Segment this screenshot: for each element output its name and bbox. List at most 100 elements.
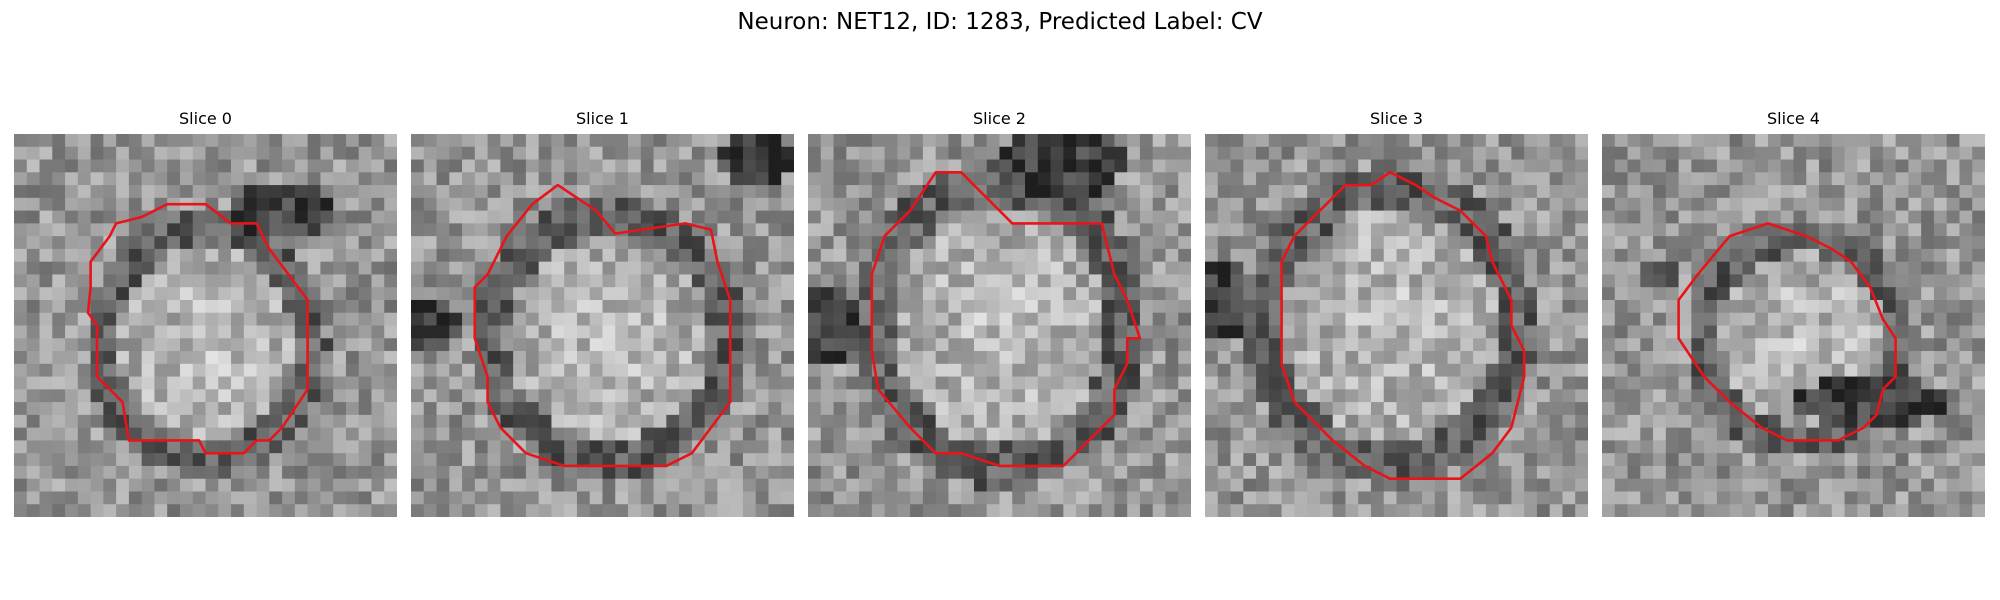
slice-2-pixel	[833, 185, 847, 199]
slice-1-pixel	[513, 312, 527, 326]
slice-0-pixel	[243, 491, 257, 505]
slice-4-pixel	[1704, 223, 1718, 237]
slice-2-pixel	[1152, 248, 1166, 263]
slice-1-pixel	[755, 363, 769, 377]
slice-4-pixel	[1972, 376, 1985, 390]
slice-3-pixel	[1473, 363, 1487, 377]
slice-0-pixel	[77, 325, 91, 339]
slice-3-pixel	[1307, 287, 1321, 301]
slice-1-pixel	[666, 210, 680, 224]
slice-4-pixel	[1793, 197, 1807, 211]
slice-2-pixel	[986, 287, 1000, 301]
slice-1-pixel	[628, 414, 642, 429]
slice-3-pixel	[1205, 287, 1219, 301]
slice-3-pixel	[1422, 453, 1436, 467]
slice-0-pixel	[231, 414, 245, 429]
slice-3-pixel	[1370, 478, 1385, 492]
slice-4-pixel	[1959, 287, 1973, 301]
slice-2-pixel	[999, 146, 1013, 160]
slice-4-pixel	[1665, 325, 1679, 339]
slice-1-pixel	[589, 389, 603, 403]
slice-1-pixel	[679, 325, 693, 339]
slice-4-pixel	[1819, 427, 1833, 441]
slice-1-pixel	[538, 159, 552, 173]
slice-3-pixel	[1230, 146, 1244, 160]
slice-2-pixel	[1037, 325, 1051, 339]
slice-1-pixel	[679, 427, 693, 441]
slice-0-pixel	[320, 504, 334, 517]
slice-4-pixel	[1614, 351, 1628, 365]
slice-3-pixel	[1562, 491, 1576, 505]
slice-4-pixel	[1844, 159, 1858, 173]
slice-0-pixel	[90, 146, 104, 160]
slice-1-pixel	[781, 325, 794, 339]
slice-2-pixel	[948, 223, 962, 237]
slice-2-pixel	[859, 172, 873, 186]
slice-0-pixel	[65, 172, 79, 186]
slice-4-pixel	[1691, 185, 1705, 199]
slice-1-pixel	[589, 363, 603, 377]
slice-3-pixel	[1281, 299, 1295, 314]
slice-2-pixel	[1178, 134, 1191, 148]
slice-4-pixel	[1729, 453, 1743, 467]
slice-1-pixel	[653, 159, 667, 173]
slice-1-pixel	[781, 389, 794, 403]
slice-3-pixel	[1422, 363, 1436, 377]
slice-3-pixel	[1562, 402, 1576, 416]
slice-2-pixel	[846, 197, 860, 211]
slice-0-pixel	[65, 146, 79, 160]
slice-3-pixel	[1307, 236, 1321, 250]
slice-0-pixel	[384, 134, 397, 148]
slice-1-pixel	[628, 287, 642, 301]
slice-2-pixel	[999, 159, 1013, 173]
slice-1-pixel	[551, 338, 565, 352]
slice-4-pixel	[1959, 236, 1973, 250]
slice-4-pixel	[1665, 351, 1679, 365]
slice-4-pixel	[1704, 491, 1718, 505]
slice-3-pixel	[1536, 223, 1551, 237]
slice-3-pixel	[1485, 312, 1500, 326]
slice-0-pixel	[333, 146, 347, 160]
slice-4-pixel	[1602, 402, 1616, 416]
slice-1-pixel	[411, 274, 425, 288]
slice-0-pixel	[167, 210, 181, 224]
slice-3-pixel	[1345, 197, 1359, 211]
slice-3-pixel	[1422, 325, 1436, 339]
slice-0-pixel	[384, 402, 397, 416]
slice-2-pixel	[1127, 210, 1141, 224]
slice-2-pixel	[1114, 389, 1128, 403]
slice-3-pixel	[1549, 159, 1563, 173]
slice-4-pixel	[1870, 491, 1884, 505]
slice-1-pixel	[513, 427, 527, 441]
slice-0-pixel	[103, 363, 117, 377]
slice-1-pixel	[602, 453, 616, 467]
slice-4-pixel	[1767, 491, 1782, 505]
slice-3-pixel	[1332, 287, 1346, 301]
slice-4-pixel	[1870, 504, 1884, 517]
slice-0-pixel	[141, 299, 155, 314]
slice-2-pixel	[935, 491, 949, 505]
slice-2-pixel	[1063, 172, 1077, 186]
slice-0-pixel	[154, 478, 168, 492]
slice-1-pixel	[742, 440, 757, 454]
slice-2-pixel	[1088, 210, 1103, 224]
slice-0-pixel	[231, 185, 245, 199]
slice-2-pixel	[1127, 440, 1141, 454]
slice-1-pixel	[538, 389, 552, 403]
slice-3-pixel	[1524, 440, 1538, 454]
slice-0-pixel	[231, 351, 245, 365]
slice-0-pixel	[294, 478, 309, 492]
slice-0-pixel	[345, 338, 360, 352]
slice-0-pixel	[345, 389, 360, 403]
slice-3-pixel	[1307, 172, 1321, 186]
slice-2-pixel	[1178, 223, 1191, 237]
slice-4-pixel	[1653, 287, 1667, 301]
slice-0-pixel	[243, 414, 257, 429]
slice-4-pixel	[1870, 236, 1884, 250]
slice-4-pixel	[1704, 210, 1718, 224]
slice-3-pixel	[1370, 491, 1385, 505]
slice-2-pixel	[1050, 478, 1064, 492]
slice-2-pixel	[999, 478, 1013, 492]
slice-3-pixel	[1485, 274, 1500, 288]
slice-0-pixel	[128, 376, 143, 390]
